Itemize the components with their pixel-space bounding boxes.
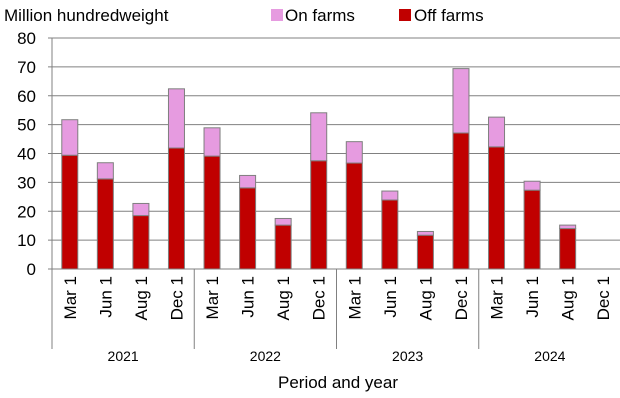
y-tick-label: 60 xyxy=(17,87,36,106)
x-tick-label: Aug 1 xyxy=(132,276,151,320)
bar-segment-off-farms xyxy=(203,155,221,270)
x-tick-label: Mar 1 xyxy=(61,276,80,319)
bar-segment-off-farms xyxy=(381,199,399,270)
bar-segment-on-farms xyxy=(416,230,434,236)
x-tick-label: Aug 1 xyxy=(559,276,578,320)
bar-segment-off-farms xyxy=(61,154,79,270)
legend-swatch-off-farms xyxy=(399,9,411,21)
y-tick-label: 70 xyxy=(17,58,36,77)
bar-segment-off-farms xyxy=(132,215,150,270)
x-tick-label: Aug 1 xyxy=(416,276,435,320)
y-tick-label: 40 xyxy=(17,145,36,164)
bar-segment-on-farms xyxy=(167,88,185,149)
legend-swatch-on-farms xyxy=(271,9,283,21)
x-tick-label: Aug 1 xyxy=(274,276,293,320)
y-tick-label: 30 xyxy=(17,173,36,192)
bar-segment-on-farms xyxy=(239,174,257,189)
x-tick-label: Mar 1 xyxy=(488,276,507,319)
x-tick-label: Jun 1 xyxy=(381,276,400,318)
bar-segment-on-farms xyxy=(96,162,114,180)
bar-segment-on-farms xyxy=(452,68,470,134)
bar-segment-off-farms xyxy=(488,146,506,270)
bar-segment-on-farms xyxy=(488,116,506,148)
bar-segment-on-farms xyxy=(61,119,79,156)
x-tick-label: Jun 1 xyxy=(523,276,542,318)
group-label: 2023 xyxy=(392,348,423,364)
bar-segment-on-farms xyxy=(345,141,363,164)
group-label: 2024 xyxy=(534,348,565,364)
bar-segment-off-farms xyxy=(274,224,292,270)
bar-segment-off-farms xyxy=(310,160,328,270)
y-tick-label: 0 xyxy=(27,260,36,279)
y-tick-label: 10 xyxy=(17,231,36,250)
bar-segment-off-farms xyxy=(345,162,363,270)
bars xyxy=(61,68,577,270)
bar-segment-off-farms xyxy=(239,187,257,270)
x-tick-label: Dec 1 xyxy=(167,276,186,320)
y-tick-label: 20 xyxy=(17,202,36,221)
y-axis-title: Million hundredweight xyxy=(4,6,169,25)
x-tick-label: Mar 1 xyxy=(345,276,364,319)
x-tick-label: Jun 1 xyxy=(96,276,115,318)
bar-segment-on-farms xyxy=(559,224,577,230)
bar-segment-off-farms xyxy=(96,178,114,270)
x-tick-label: Mar 1 xyxy=(203,276,222,319)
y-tick-label: 50 xyxy=(17,116,36,135)
bar-segment-on-farms xyxy=(381,190,399,201)
x-tick-label: Dec 1 xyxy=(452,276,471,320)
bar-segment-off-farms xyxy=(167,147,185,270)
axes: 0 10 20 30 40 50 60 70 80 Mar 1 Jun 1 Aug 1 Dec 1 Mar… xyxy=(17,29,620,364)
bar-segment-on-farms xyxy=(523,180,541,191)
group-label: 2021 xyxy=(108,348,139,364)
bar-segment-off-farms xyxy=(452,132,470,270)
legend: On farms Off farms xyxy=(271,6,484,25)
bar-segment-off-farms xyxy=(559,228,577,270)
x-tick-label: Dec 1 xyxy=(594,276,613,320)
legend-label-on-farms: On farms xyxy=(285,6,355,25)
group-label: 2022 xyxy=(250,348,281,364)
bar-segment-off-farms xyxy=(523,189,541,270)
bar-segment-on-farms xyxy=(310,112,328,162)
bar-segment-off-farms xyxy=(416,234,434,270)
x-axis-title: Period and year xyxy=(278,373,398,392)
x-tick-label: Jun 1 xyxy=(239,276,258,318)
y-tick-label: 80 xyxy=(17,29,36,48)
bar-segment-on-farms xyxy=(203,127,221,157)
x-tick-label: Dec 1 xyxy=(310,276,329,320)
legend-label-off-farms: Off farms xyxy=(414,6,484,25)
bar-segment-on-farms xyxy=(274,217,292,226)
bar-segment-on-farms xyxy=(132,202,150,217)
